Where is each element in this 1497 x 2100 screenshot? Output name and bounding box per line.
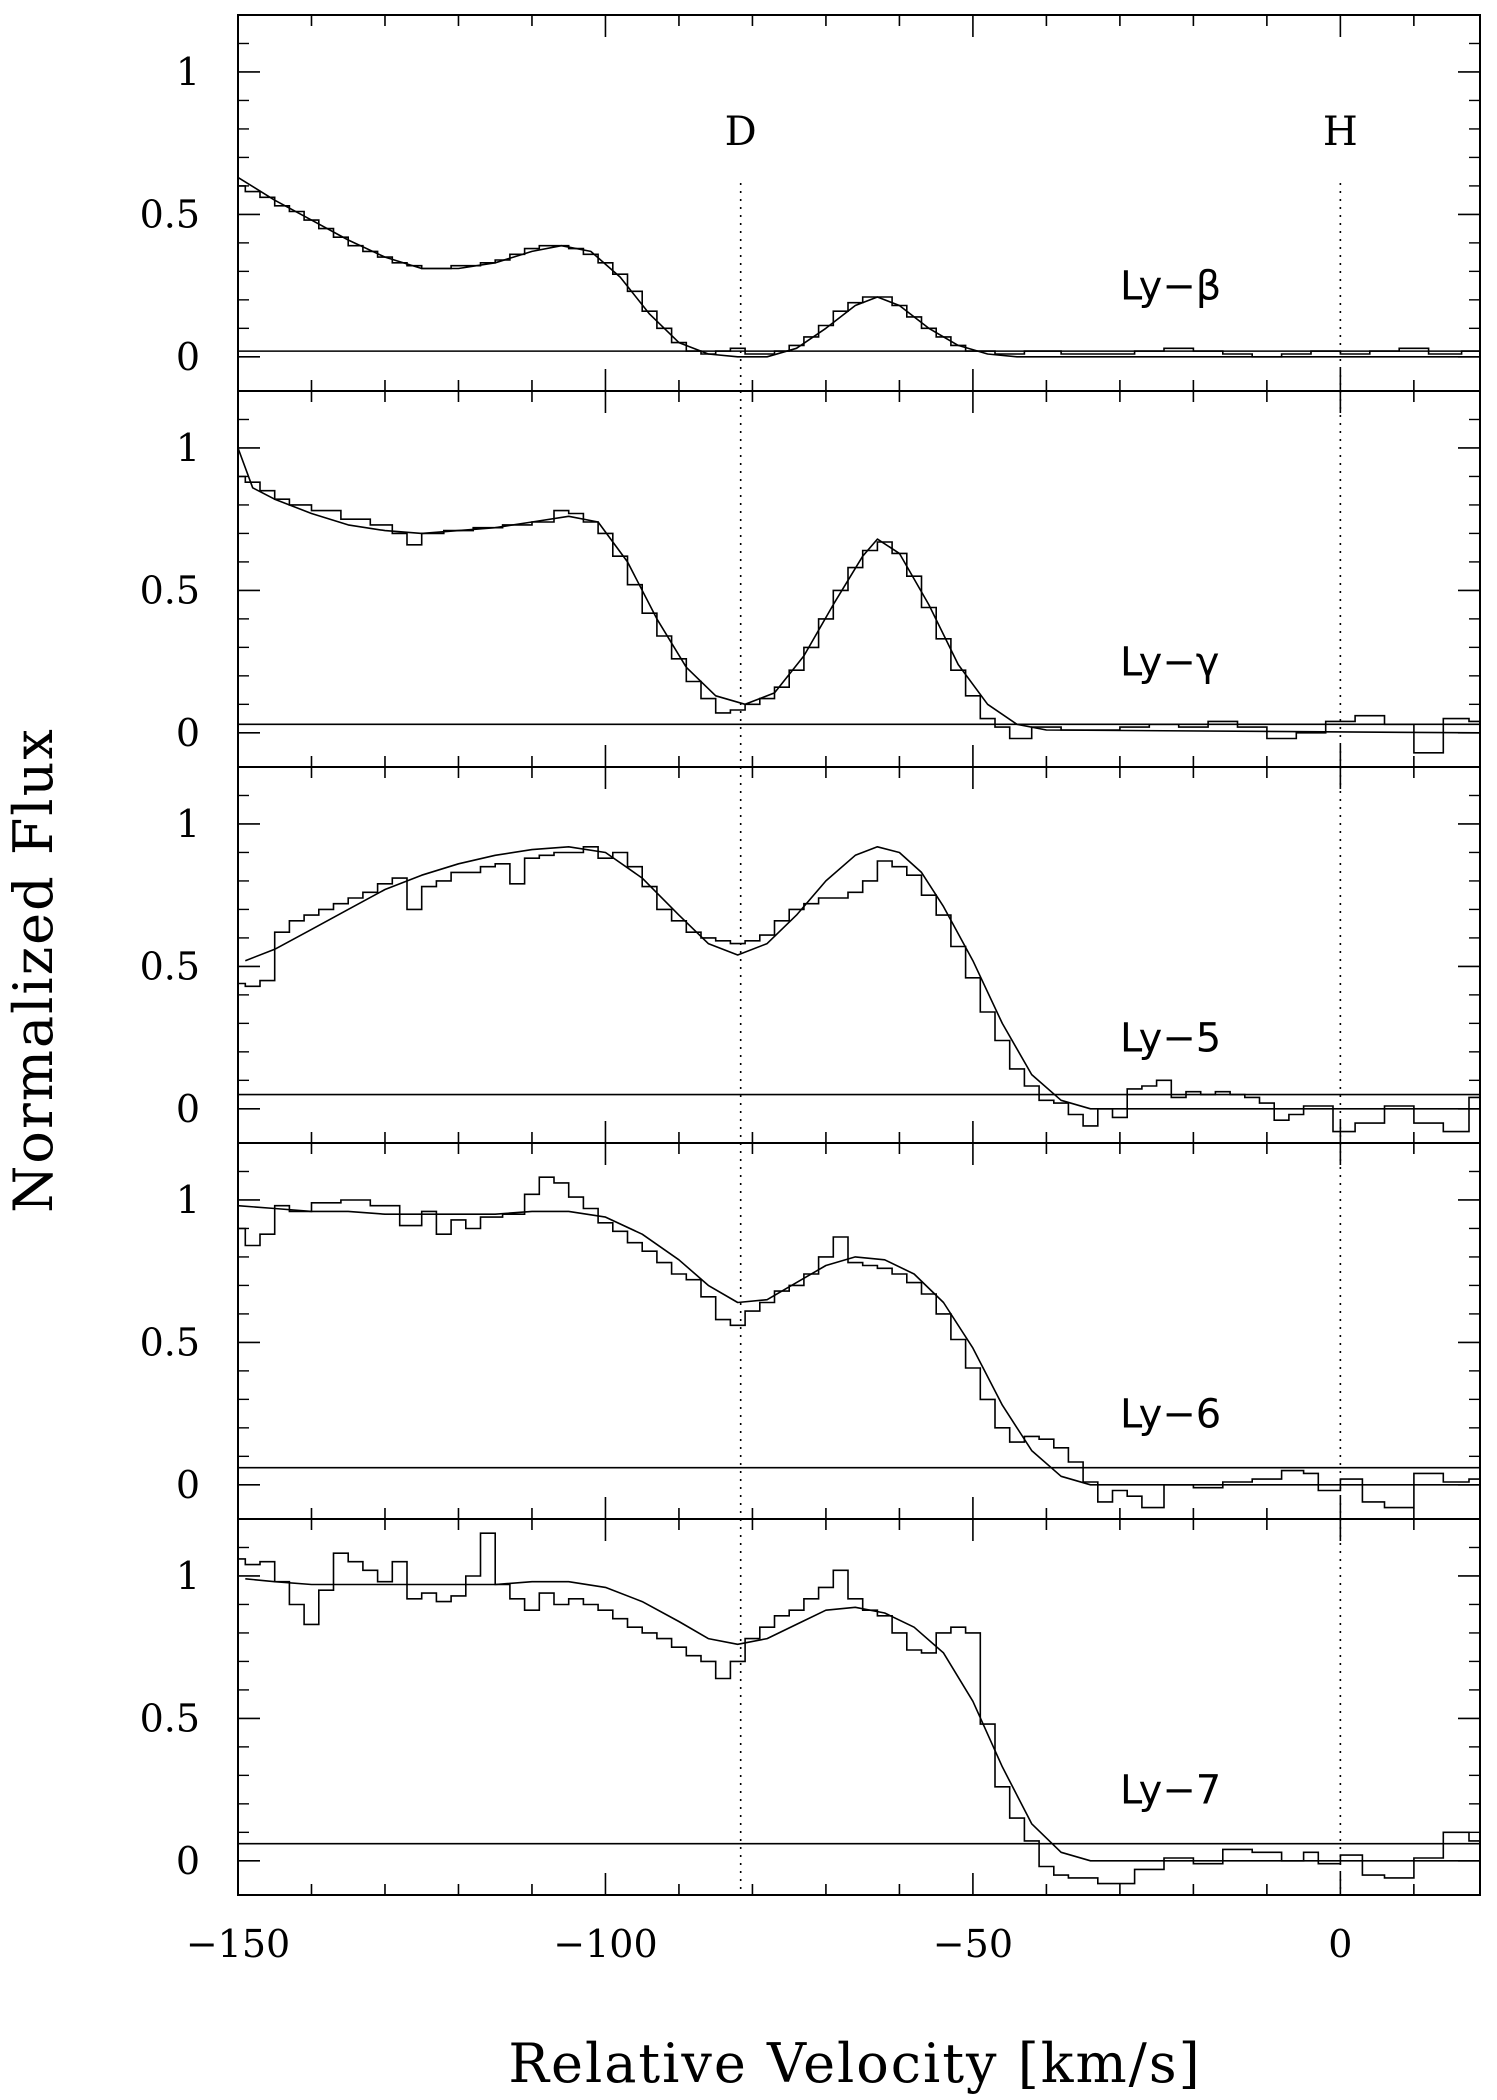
y-tick-label: 0.5 [140,1696,200,1740]
y-tick-label: 1 [176,50,200,94]
y-tick-label: 0 [176,1839,200,1883]
y-tick-label: 1 [176,426,200,470]
panel-label: Ly−7 [1120,1768,1221,1814]
spectrum-histogram [238,1176,1480,1509]
x-axis: −150 −100 −50 0 [186,1922,1353,1966]
velocity-marker-label: D [725,109,757,155]
velocity-marker-label: H [1323,109,1358,155]
panel-label: Ly−γ [1120,640,1219,686]
y-tick-label: 0 [176,1087,200,1131]
y-tick-label: 0.5 [140,944,200,988]
y-tick-label: 1 [176,1554,200,1598]
model-fit-line [245,1578,1480,1862]
panel-5: 0 0.5 1 Ly−7 [140,1518,1481,1896]
spectrum-histogram [238,846,1480,1133]
x-tick-label: 0 [1328,1922,1352,1966]
y-tick-label: 0 [176,1463,200,1507]
panel-label: Ly−β [1120,264,1221,310]
panel-frame [237,390,1481,768]
spectrum-histogram [238,1532,1480,1885]
panel-2: 0 0.5 1 Ly−γ [140,390,1481,768]
panel-frame [237,1518,1481,1896]
x-axis-title: Relative Velocity [km/s] [508,2032,1201,2095]
y-tick-label: 0 [176,711,200,755]
panel-3: 0 0.5 1 Ly−5 [140,766,1481,1144]
panel-4: 0 0.5 1 Ly−6 [140,1142,1481,1520]
model-fit-line [237,176,1480,358]
panel-frame [237,1142,1481,1520]
model-fit-line [237,447,1481,734]
y-tick-label: 1 [176,802,200,846]
spectrum-histogram [238,475,1480,754]
panel-frame [237,766,1481,1144]
model-fit-line [237,1204,1480,1486]
y-tick-label: 0.5 [140,568,200,612]
x-tick-label: −150 [186,1922,290,1966]
y-tick-label: 0.5 [140,1320,200,1364]
y-axis-title: Normalized Flux [2,727,65,1213]
x-tick-label: −100 [553,1922,657,1966]
panel-label: Ly−5 [1120,1016,1221,1062]
y-tick-label: 0 [176,335,200,379]
y-tick-label: 1 [176,1178,200,1222]
panel-1: 0 0.5 1 Ly−β [140,14,1481,392]
model-fit-line [245,845,1480,1110]
spectrum-histogram [238,185,1480,358]
panel-frame [237,14,1481,392]
y-tick-label: 0.5 [140,192,200,236]
x-tick-label: −50 [933,1922,1013,1966]
panels-group: 0 0.5 1 Ly−β 0 0.5 1 Ly−γ 0 0.5 1 Ly−5 0 0.5 1 Ly−6 0 0.5… [140,14,1481,1896]
panel-label: Ly−6 [1120,1392,1221,1438]
